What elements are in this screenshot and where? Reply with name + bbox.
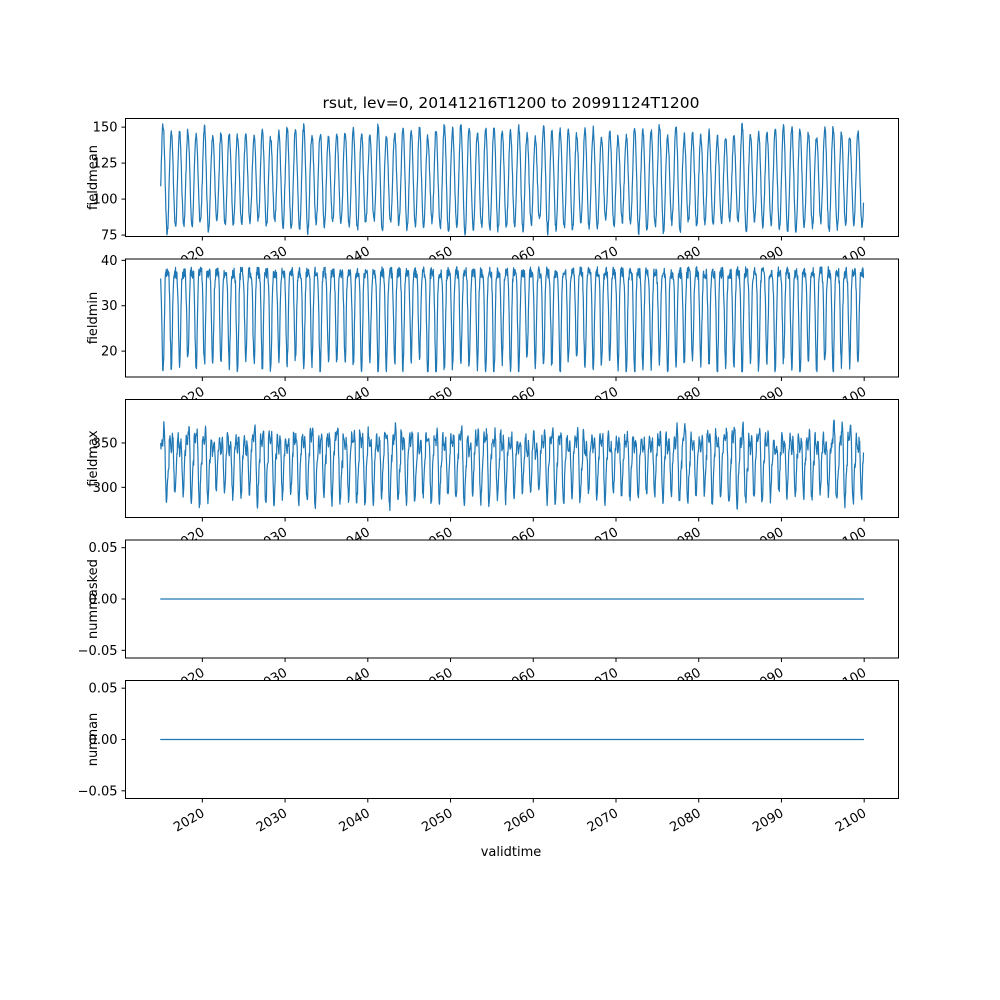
series-line-fieldmin (160, 266, 865, 373)
y-tick-label: −0.05 (78, 784, 118, 799)
x-tick-label: 2040 (337, 806, 373, 836)
y-tick-label: 75 (101, 229, 118, 244)
series-line-fieldmean (160, 122, 865, 236)
x-axis-label: validtime (481, 845, 542, 860)
y-tick-label: 100 (93, 193, 118, 208)
x-tick-label: 2020 (171, 806, 207, 836)
y-axis-label-fieldmax: fieldmax (86, 430, 101, 487)
y-axis-label-numnan: numnan (86, 713, 101, 767)
axes-frame (125, 118, 899, 237)
y-tick-label: 350 (93, 436, 118, 451)
y-tick-label: −0.05 (78, 644, 118, 659)
y-tick-label: 30 (101, 299, 118, 314)
x-tick-label: 2050 (419, 806, 455, 836)
subplot-numnan: −0.05 0.00 0.05 2020 2030 2040 2050 2060 2070 208… (78, 680, 899, 836)
x-tick-label: 2100 (833, 806, 869, 836)
y-tick-label: 0.00 (89, 733, 118, 748)
x-tick-label: 2070 (585, 806, 621, 836)
axes-frame (125, 258, 899, 378)
x-tick-label: 2090 (750, 806, 786, 836)
x-tick-label: 2080 (668, 806, 704, 836)
y-tick-label: 20 (101, 345, 118, 360)
y-tick-label: 40 (101, 254, 118, 269)
x-tick-label: 2060 (502, 806, 538, 836)
y-tick-label: 125 (93, 157, 118, 172)
y-tick-label: 0.05 (89, 541, 118, 556)
y-axis-label-nummasked: nummasked (86, 559, 101, 639)
y-tick-label: 300 (93, 481, 118, 496)
series-line-fieldmax (160, 419, 865, 512)
y-tick-label: 0.05 (89, 682, 118, 697)
x-tick-label: 2030 (254, 806, 290, 836)
chart-title: rsut, lev=0, 20141216T1200 to 20991124T1… (323, 94, 700, 112)
y-axis-label-fieldmin: fieldmin (86, 292, 101, 345)
axes-frame (125, 399, 899, 518)
y-tick-label: 0.00 (89, 593, 118, 608)
y-axis-label-fieldmean: fieldmean (86, 145, 101, 210)
axes-background (125, 399, 899, 518)
y-tick-label: 150 (93, 121, 118, 136)
